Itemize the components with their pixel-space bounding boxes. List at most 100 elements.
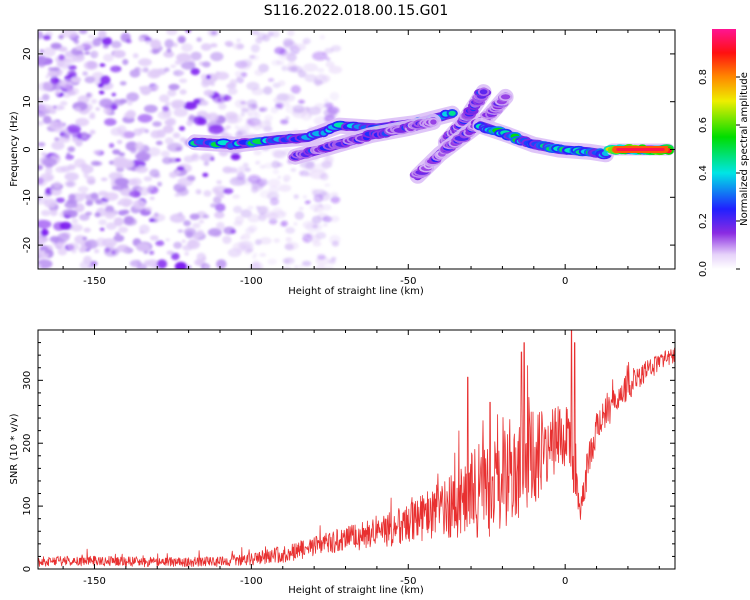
colorbar-tick-label: 0.8 [698, 69, 709, 85]
noise-speckle [143, 104, 158, 113]
noise-speckle [137, 113, 153, 123]
colorbar-tick-label: 0.2 [698, 213, 709, 229]
noise-speckle [227, 87, 238, 95]
noise-speckle [147, 147, 161, 157]
noise-speckle [75, 117, 90, 127]
noise-speckle [152, 121, 162, 127]
noise-speckle [42, 115, 52, 125]
noise-speckle [92, 37, 102, 47]
noise-speckle [108, 143, 115, 148]
noise-speckle [304, 74, 318, 83]
noise-speckle [200, 100, 209, 106]
noise-speckle [94, 212, 101, 218]
noise-speckle [268, 218, 278, 225]
noise-speckle [230, 153, 241, 161]
noise-speckle [264, 162, 274, 169]
noise-speckle [58, 69, 64, 74]
noise-speckle [304, 172, 312, 177]
noise-speckle [208, 124, 225, 135]
noise-speckle [43, 47, 56, 57]
noise-speckle [38, 111, 46, 117]
noise-speckle [171, 99, 186, 109]
noise-speckle [72, 137, 79, 143]
spectrogram-y-label: Frequency (Hz) [9, 111, 20, 187]
noise-speckle [258, 205, 270, 213]
noise-speckle [99, 227, 105, 232]
noise-speckle [125, 109, 136, 119]
noise-speckle [90, 192, 99, 200]
noise-speckle [203, 190, 212, 197]
noise-speckle [113, 234, 125, 242]
noise-speckle [44, 249, 51, 254]
snr-y-tick-label: 200 [22, 434, 33, 453]
noise-speckle [177, 229, 184, 233]
noise-speckle [271, 30, 280, 38]
noise-speckle [138, 36, 145, 42]
spectrogram-x-label: Height of straight line (km) [288, 286, 424, 297]
noise-speckle [232, 42, 244, 50]
noise-speckle [240, 111, 246, 117]
noise-speckle [71, 53, 85, 62]
noise-speckle [307, 106, 322, 116]
noise-speckle [100, 177, 108, 182]
noise-speckle [145, 40, 150, 44]
noise-speckle [229, 79, 238, 86]
noise-speckle [65, 154, 75, 160]
noise-speckle [285, 237, 292, 242]
noise-speckle [59, 221, 72, 230]
noise-speckle [302, 220, 317, 229]
noise-speckle [324, 47, 334, 54]
colorbar-tick-label: 0.4 [698, 165, 709, 181]
snr-x-ticks: -150 -100 -50 0 [62, 330, 660, 587]
noise-speckle [312, 241, 322, 247]
noise-speckle [210, 203, 217, 208]
noise-speckle [165, 101, 171, 107]
noise-speckle [132, 128, 143, 136]
noise-speckle [331, 240, 339, 247]
noise-speckle [103, 53, 114, 62]
colorbar-ticks: 0.0 0.2 0.4 0.6 0.8 [698, 69, 740, 277]
noise-speckle [38, 177, 48, 187]
noise-speckle [100, 201, 109, 206]
noise-speckle [82, 172, 89, 177]
colorbar-gradient [712, 29, 736, 269]
noise-speckle [174, 193, 181, 197]
noise-speckle [259, 253, 267, 257]
noise-speckle [40, 228, 49, 237]
noise-speckle [271, 160, 281, 169]
snr-x-tick-label: -50 [400, 576, 416, 587]
noise-speckle [139, 86, 146, 91]
noise-speckle [65, 78, 72, 83]
noise-speckle [216, 180, 222, 185]
noise-speckle [255, 161, 260, 165]
noise-speckle [38, 219, 52, 229]
noise-speckle [84, 51, 91, 55]
noise-speckle [287, 95, 295, 100]
noise-speckle [41, 209, 51, 217]
noise-speckle [198, 219, 205, 224]
figure-title: S116.2022.018.00.15.G01 [264, 3, 449, 19]
noise-speckle [138, 58, 152, 67]
noise-speckle [200, 73, 208, 80]
noise-speckle [125, 39, 132, 44]
noise-speckle [120, 130, 135, 139]
snr-series-line [38, 330, 675, 568]
noise-speckle [177, 35, 186, 44]
noise-speckle [164, 39, 174, 49]
snr-x-tick-label: 0 [562, 576, 568, 587]
ridge-peak-band [616, 148, 665, 151]
noise-speckle [298, 206, 304, 211]
noise-speckle [139, 230, 145, 234]
noise-speckle [210, 82, 216, 87]
snr-y-ticks: 0 100 200 300 [22, 342, 675, 572]
noise-speckle [292, 104, 305, 113]
noise-speckle [206, 74, 211, 80]
noise-speckle [241, 107, 249, 113]
noise-speckle [126, 99, 133, 106]
noise-speckle [93, 150, 101, 155]
noise-speckle [144, 129, 149, 134]
noise-speckle [259, 237, 272, 245]
noise-speckle [116, 139, 123, 145]
noise-speckle [172, 132, 181, 139]
noise-speckle [290, 167, 297, 172]
